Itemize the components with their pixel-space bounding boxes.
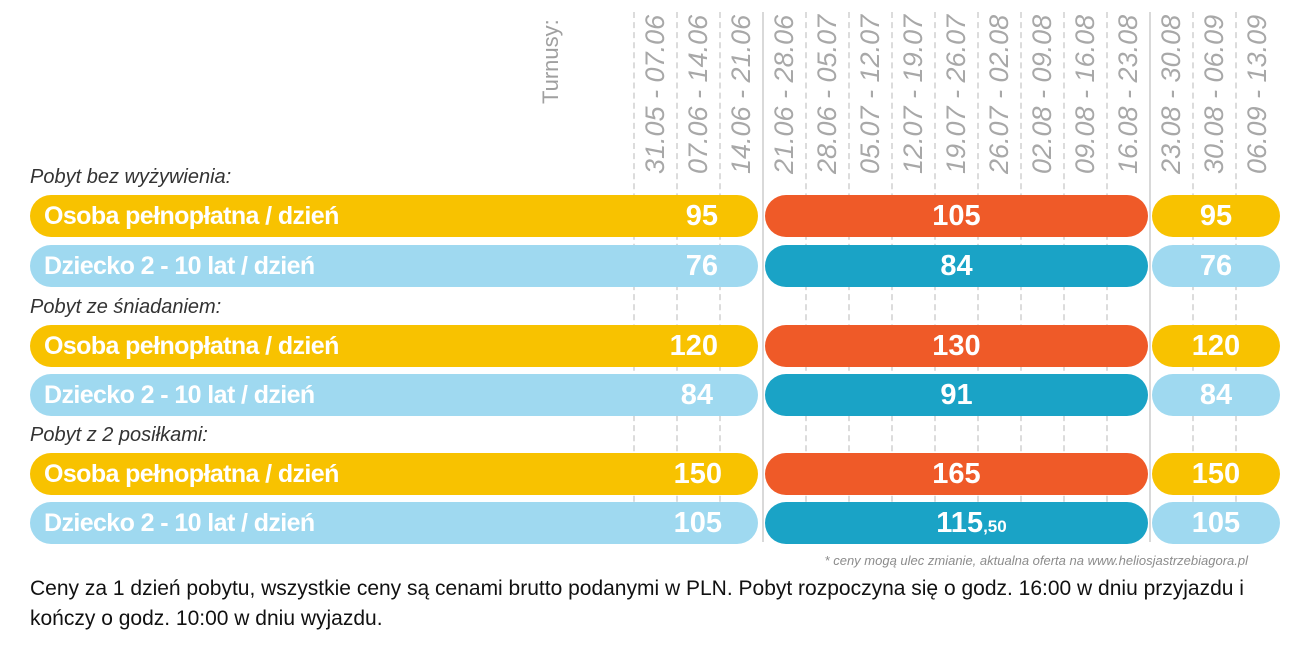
price-value: 130 bbox=[932, 329, 981, 362]
price-value: 150 bbox=[1191, 457, 1241, 490]
period-label: 07.06 - 14.06 bbox=[683, 14, 713, 174]
child-price-bar: 84 bbox=[1152, 374, 1280, 416]
child-price-bar: Dziecko 2 - 10 lat / dzień 84 bbox=[30, 374, 758, 416]
adult-price-bar: Osoba pełnopłatna / dzień 120 bbox=[30, 325, 758, 367]
price-value: 84 bbox=[940, 249, 973, 282]
section-title: Pobyt z 2 posiłkami: bbox=[30, 424, 208, 446]
section-title: Pobyt bez wyżywienia: bbox=[30, 166, 232, 188]
price-value: 91 bbox=[940, 378, 973, 411]
period-label: 06.09 - 13.09 bbox=[1242, 14, 1272, 174]
price-value: 95 bbox=[685, 199, 718, 232]
price-value: 105 bbox=[1191, 506, 1241, 539]
period-label: 19.07 - 26.07 bbox=[941, 14, 971, 174]
row-label: Dziecko 2 - 10 lat / dzień bbox=[44, 508, 315, 537]
price-value: 115,50 bbox=[936, 506, 1007, 539]
price-value: 76 bbox=[685, 249, 718, 282]
price-value: 105 bbox=[673, 506, 722, 539]
period-label: 21.06 - 28.06 bbox=[769, 14, 799, 174]
period-label: 31.05 - 07.06 bbox=[640, 14, 670, 174]
season-divider bbox=[1149, 12, 1151, 542]
season-divider bbox=[762, 12, 764, 542]
child-price-bar: 76 bbox=[1152, 245, 1280, 287]
period-label: 28.06 - 05.07 bbox=[812, 14, 842, 174]
price-value: 165 bbox=[932, 457, 981, 490]
price-value: 120 bbox=[1191, 329, 1241, 362]
adult-price-bar: Osoba pełnopłatna / dzień 95 bbox=[30, 195, 758, 237]
price-value: 76 bbox=[1199, 249, 1233, 282]
child-price-bar: 105 bbox=[1152, 502, 1280, 544]
row-label: Osoba pełnopłatna / dzień bbox=[44, 201, 339, 230]
price-value: 105 bbox=[932, 199, 981, 232]
section-title: Pobyt ze śniadaniem: bbox=[30, 296, 222, 318]
period-label: 30.08 - 06.09 bbox=[1199, 14, 1229, 174]
child-price-bar: Dziecko 2 - 10 lat / dzień 76 bbox=[30, 245, 758, 287]
child-peak-price-bar: 84 bbox=[765, 245, 1148, 287]
period-label: 23.08 - 30.08 bbox=[1156, 14, 1186, 174]
price-value: 120 bbox=[669, 329, 718, 362]
adult-price-bar: 120 bbox=[1152, 325, 1280, 367]
row-label: Dziecko 2 - 10 lat / dzień bbox=[44, 251, 315, 280]
row-label: Osoba pełnopłatna / dzień bbox=[44, 331, 339, 360]
turnusy-label: Turnusy: bbox=[538, 19, 563, 104]
period-label: 05.07 - 12.07 bbox=[855, 14, 885, 174]
footer-text: Ceny za 1 dzień pobytu, wszystkie ceny s… bbox=[30, 577, 1244, 630]
child-peak-price-bar: 91 bbox=[765, 374, 1148, 416]
adult-peak-price-bar: 130 bbox=[765, 325, 1148, 367]
period-label: 02.08 - 09.08 bbox=[1027, 14, 1057, 174]
adult-peak-price-bar: 165 bbox=[765, 453, 1148, 495]
price-value: 150 bbox=[673, 457, 722, 490]
adult-peak-price-bar: 105 bbox=[765, 195, 1148, 237]
price-value: 84 bbox=[680, 378, 713, 411]
adult-price-bar: 95 bbox=[1152, 195, 1280, 237]
period-label: 09.08 - 16.08 bbox=[1070, 14, 1100, 174]
price-value: 95 bbox=[1199, 199, 1233, 232]
adult-price-bar: Osoba pełnopłatna / dzień 150 bbox=[30, 453, 758, 495]
child-peak-price-bar: 115,50 bbox=[765, 502, 1148, 544]
child-price-bar: Dziecko 2 - 10 lat / dzień 105 bbox=[30, 502, 758, 544]
price-change-note: * ceny mogą ulec zmianie, aktualna ofert… bbox=[824, 553, 1248, 568]
adult-price-bar: 150 bbox=[1152, 453, 1280, 495]
period-label: 26.07 - 02.08 bbox=[984, 14, 1014, 174]
row-label: Osoba pełnopłatna / dzień bbox=[44, 459, 339, 488]
period-label: 14.06 - 21.06 bbox=[726, 14, 756, 174]
period-label: 16.08 - 23.08 bbox=[1113, 14, 1143, 174]
period-label: 12.07 - 19.07 bbox=[898, 14, 928, 174]
price-value: 84 bbox=[1199, 378, 1233, 411]
row-label: Dziecko 2 - 10 lat / dzień bbox=[44, 380, 315, 409]
